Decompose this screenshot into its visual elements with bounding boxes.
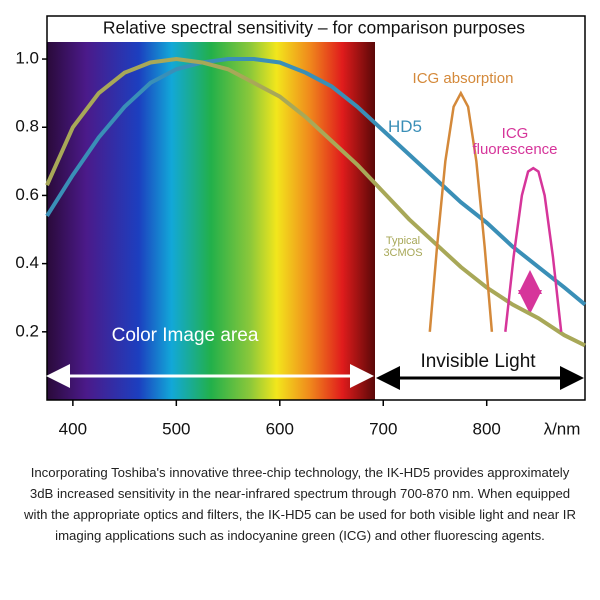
chart: Relative spectral sensitivity – for comp… [15,15,587,438]
series-line [45,57,586,348]
x-tick-label: 500 [162,419,190,438]
series-label: Typical 3CMOS [383,235,423,259]
caption: Incorporating Toshiba's innovative three… [24,465,576,543]
series-line [504,166,563,332]
series-line [45,57,587,307]
chart-title: Relative spectral sensitivity – for comp… [103,18,525,38]
frame [46,15,586,401]
annotation: Invisible Light [420,351,536,372]
y-tick-label: 1.0 [15,49,39,68]
y-tick-label: 0.8 [15,117,39,136]
x-tick-label: 800 [473,419,501,438]
series-line [428,90,494,332]
x-tick-label: 400 [59,419,87,438]
y-tick-label: 0.4 [15,253,39,272]
spectrum [47,42,375,400]
x-axis-label: λ/nm [544,419,581,438]
x-tick-label: 700 [369,419,397,438]
series-label: ICG absorption [412,70,514,87]
x-tick-label: 600 [266,419,294,438]
series-label: ICG fluorescence [472,125,558,158]
y-tick-label: 0.2 [15,321,39,340]
y-tick-label: 0.6 [15,185,39,204]
annotation: Color Image area [111,325,259,346]
series-label: HD5 [388,117,423,136]
